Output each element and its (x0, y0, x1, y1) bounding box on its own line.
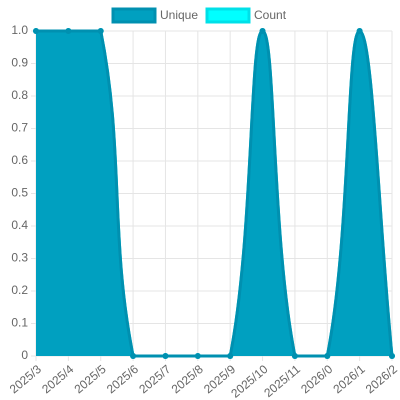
area (36, 31, 392, 356)
y-tick-label: 0.8 (11, 88, 28, 102)
point (259, 28, 266, 34)
y-tick-label: 0.5 (11, 186, 28, 200)
x-tick-label: 2026/0 (298, 362, 335, 397)
point (227, 353, 234, 359)
legend-swatch (111, 7, 157, 24)
legend-swatch (205, 7, 251, 24)
x-tick-label: 2025/8 (169, 362, 206, 397)
x-tick-label: 2025/3 (7, 362, 44, 397)
y-tick-label: 0.9 (11, 56, 28, 70)
point (194, 353, 201, 359)
x-tick-label: 2025/5 (72, 362, 109, 397)
point (162, 353, 169, 359)
point (324, 353, 331, 359)
y-tick-label: 1.0 (11, 23, 28, 37)
point (389, 353, 395, 359)
y-tick-label: 0.2 (11, 283, 28, 297)
y-tick-label: 0.7 (11, 121, 28, 135)
x-tick-label: 2026/1 (330, 362, 367, 397)
point (65, 28, 72, 34)
legend-label: Unique (160, 8, 198, 22)
point (291, 353, 298, 359)
x-tick-label: 2026/2 (363, 362, 400, 397)
x-tick-label: 2025/4 (39, 362, 76, 397)
point (97, 28, 104, 34)
x-tick-label: 2025/7 (136, 362, 173, 397)
y-tick-label: 0.3 (11, 251, 28, 265)
y-tick-label: 0.6 (11, 153, 28, 167)
y-tick-label: 0.4 (11, 218, 28, 232)
point (130, 353, 137, 359)
x-tick-label: 2025/11 (261, 362, 303, 400)
x-tick-label: 2025/6 (104, 362, 141, 397)
y-tick-label: 0 (21, 348, 28, 362)
line (36, 29, 394, 358)
point (356, 28, 363, 34)
point (33, 28, 39, 34)
y-tick-label: 0.1 (11, 316, 28, 330)
legend-label: Count (254, 8, 287, 22)
